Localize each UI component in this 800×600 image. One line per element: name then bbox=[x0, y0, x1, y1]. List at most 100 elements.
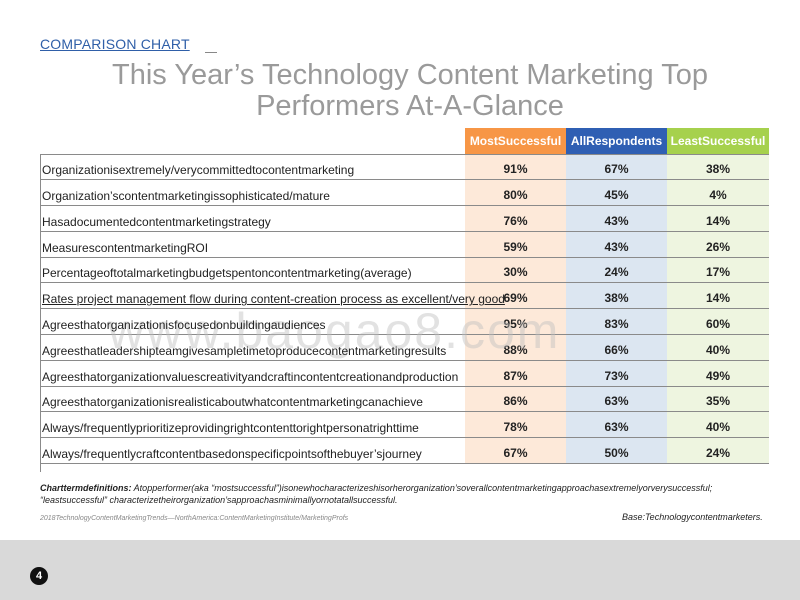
page-title: This Year’s Technology Content Marketing… bbox=[40, 60, 780, 122]
value-most-successful-cell: 87% bbox=[465, 359, 566, 387]
row-label-cell: Agreesthatorganizationvaluescreativityan… bbox=[40, 359, 465, 387]
row-label-cell: Agreesthatorganizationisfocusedonbuildin… bbox=[40, 308, 465, 335]
value-all-respondents-cell: 73% bbox=[566, 359, 667, 387]
value-all-respondents-cell: 43% bbox=[566, 205, 667, 232]
row-label: Agreesthatleadershipteamgivesampletimeto… bbox=[42, 343, 447, 358]
value-all-respondents: 73% bbox=[604, 368, 629, 383]
value-all-respondents-cell: 24% bbox=[566, 256, 667, 283]
row-label: Always/frequentlycraftcontentbasedonspec… bbox=[42, 447, 422, 462]
value-most-successful: 67% bbox=[503, 446, 528, 461]
value-most-successful-cell: 59% bbox=[465, 230, 566, 258]
table-row: Hasadocumentedcontentmarketingstrategy 76… bbox=[40, 205, 769, 232]
value-all-respondents-cell: 83% bbox=[566, 308, 667, 335]
value-most-successful-cell: 91% bbox=[465, 153, 566, 180]
table-row: Agreesthatorganizationvaluescreativityan… bbox=[40, 359, 769, 387]
value-most-successful: 78% bbox=[503, 420, 528, 435]
row-label-cell: Rates project management flow during con… bbox=[40, 282, 505, 309]
value-most-successful-cell: 95% bbox=[465, 308, 566, 335]
base-note: Base:Technologycontentmarketers. bbox=[622, 512, 763, 522]
table-row: Rates project management flow during con… bbox=[40, 282, 769, 309]
row-label-cell: Always/frequentlyprioritizeprovidingrigh… bbox=[40, 411, 465, 438]
comparison-table: MostSuccessful AllRespondents LeastSucce… bbox=[40, 128, 769, 465]
value-least-successful-cell: 14% bbox=[667, 282, 769, 309]
table-row: MeasurescontentmarketingROI 59% 43% 26% bbox=[40, 230, 769, 258]
value-all-respondents: 63% bbox=[604, 420, 629, 435]
value-least-successful-cell: 24% bbox=[667, 437, 769, 465]
value-least-successful-cell: 49% bbox=[667, 359, 769, 387]
value-all-respondents-cell: 45% bbox=[566, 179, 667, 206]
table-row: Always/frequentlyprioritizeprovidingrigh… bbox=[40, 411, 769, 438]
definitions-line-1: Atopperformer(aka “mostsuccessful”)isone… bbox=[131, 483, 713, 493]
value-least-successful-cell: 60% bbox=[667, 308, 769, 335]
table-header-row: MostSuccessful AllRespondents LeastSucce… bbox=[40, 128, 769, 154]
row-label: Agreesthatorganizationisrealisticaboutwh… bbox=[42, 395, 423, 410]
value-all-respondents: 43% bbox=[604, 239, 629, 254]
value-most-successful-cell: 67% bbox=[465, 437, 566, 465]
table-body: Organizationisextremely/verycommittedtoc… bbox=[40, 153, 769, 465]
value-most-successful: 59% bbox=[503, 239, 528, 254]
table-row: Agreesthatorganizationisfocusedonbuildin… bbox=[40, 308, 769, 335]
value-least-successful-cell: 4% bbox=[667, 179, 769, 206]
value-least-successful: 14% bbox=[705, 213, 731, 228]
value-least-successful: 38% bbox=[705, 162, 731, 177]
value-all-respondents-cell: 43% bbox=[566, 230, 667, 258]
row-label: Organizationisextremely/verycommittedtoc… bbox=[42, 163, 355, 178]
value-most-successful-cell: 69% bbox=[465, 282, 566, 309]
value-all-respondents: 63% bbox=[604, 394, 629, 409]
row-label-cell: Agreesthatorganizationisrealisticaboutwh… bbox=[40, 385, 465, 412]
table-row: Always/frequentlycraftcontentbasedonspec… bbox=[40, 437, 769, 465]
row-label: Rates project management flow during con… bbox=[42, 292, 505, 307]
value-most-successful: 87% bbox=[503, 368, 528, 383]
row-label: Agreesthatorganizationvaluescreativityan… bbox=[42, 369, 459, 384]
header-blank bbox=[40, 128, 465, 154]
row-label: Hasadocumentedcontentmarketingstrategy bbox=[42, 214, 271, 229]
table-row: Agreesthatleadershipteamgivesampletimeto… bbox=[40, 334, 769, 361]
table-row: Agreesthatorganizationisrealisticaboutwh… bbox=[40, 385, 769, 412]
value-most-successful: 80% bbox=[503, 188, 528, 203]
value-most-successful: 95% bbox=[503, 317, 528, 332]
value-least-successful-cell: 40% bbox=[667, 411, 769, 438]
definitions-label: Charttermdefinitions: bbox=[40, 483, 132, 493]
value-least-successful: 35% bbox=[705, 394, 731, 409]
value-least-successful: 26% bbox=[705, 239, 731, 254]
row-label: Organization’scontentmarketingissophisti… bbox=[42, 189, 330, 204]
table-row: Organization’scontentmarketingissophisti… bbox=[40, 179, 769, 206]
tag-underline bbox=[205, 52, 217, 53]
value-all-respondents: 38% bbox=[604, 291, 629, 306]
value-all-respondents-cell: 63% bbox=[566, 411, 667, 438]
value-most-successful: 91% bbox=[503, 162, 528, 177]
value-most-successful-cell: 86% bbox=[465, 385, 566, 412]
value-least-successful-cell: 35% bbox=[667, 385, 769, 412]
value-all-respondents: 45% bbox=[604, 188, 629, 203]
value-most-successful: 69% bbox=[503, 291, 528, 306]
value-least-successful: 49% bbox=[705, 368, 731, 383]
value-least-successful-cell: 38% bbox=[667, 153, 769, 180]
title-line-2: Performers At-A-Glance bbox=[256, 90, 564, 122]
table-row: Organizationisextremely/verycommittedtoc… bbox=[40, 153, 769, 180]
value-least-successful: 24% bbox=[705, 446, 731, 461]
value-least-successful: 60% bbox=[705, 317, 731, 332]
value-least-successful-cell: 17% bbox=[667, 256, 769, 283]
value-most-successful-cell: 88% bbox=[465, 334, 566, 361]
header-most-successful: MostSuccessful bbox=[465, 128, 566, 154]
value-most-successful-cell: 80% bbox=[465, 179, 566, 206]
value-least-successful-cell: 40% bbox=[667, 334, 769, 361]
value-least-successful: 4% bbox=[709, 188, 727, 203]
chart-term-definitions: Charttermdefinitions: Atopperformer(aka … bbox=[40, 482, 800, 506]
value-all-respondents: 50% bbox=[604, 446, 629, 461]
value-most-successful: 88% bbox=[503, 342, 528, 357]
value-all-respondents: 83% bbox=[604, 317, 629, 332]
definitions-line-2: “leastsuccessful” characterizetheirorgan… bbox=[40, 495, 398, 505]
value-most-successful: 86% bbox=[503, 394, 528, 409]
value-least-successful-cell: 14% bbox=[667, 205, 769, 232]
row-label-cell: Always/frequentlycraftcontentbasedonspec… bbox=[40, 437, 465, 465]
row-label: Agreesthatorganizationisfocusedonbuildin… bbox=[42, 318, 326, 333]
value-most-successful-cell: 30% bbox=[465, 256, 566, 283]
value-all-respondents: 66% bbox=[604, 342, 629, 357]
header-least-successful: LeastSuccessful bbox=[667, 128, 769, 154]
value-all-respondents: 67% bbox=[604, 162, 629, 177]
header-all-respondents: AllRespondents bbox=[566, 128, 667, 154]
value-all-respondents: 24% bbox=[604, 265, 629, 280]
row-label-cell: Organization’scontentmarketingissophisti… bbox=[40, 179, 465, 206]
slide: COMPARISON CHART This Year’s Technology … bbox=[0, 0, 800, 540]
